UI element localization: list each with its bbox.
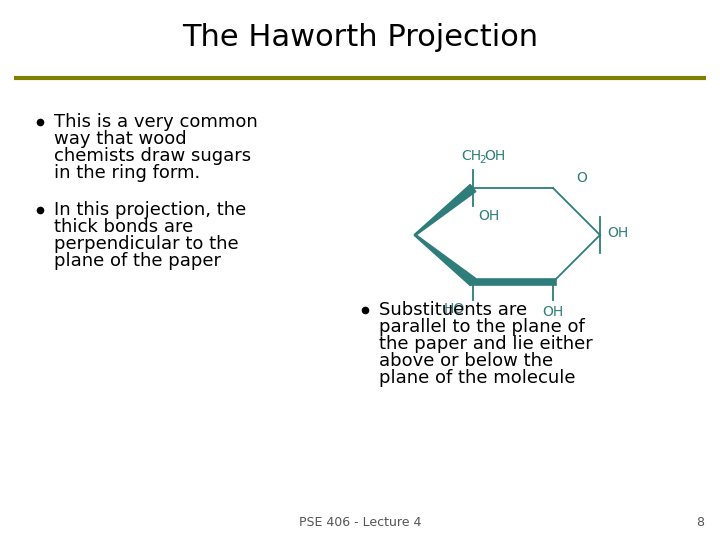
Text: chemists draw sugars: chemists draw sugars xyxy=(54,147,251,165)
Text: O: O xyxy=(576,171,587,185)
Text: the paper and lie either: the paper and lie either xyxy=(379,335,593,353)
Text: In this projection, the: In this projection, the xyxy=(54,201,246,219)
Text: perpendicular to the: perpendicular to the xyxy=(54,235,238,253)
Text: 8: 8 xyxy=(696,516,704,530)
Text: HO: HO xyxy=(444,302,465,316)
Text: way that wood: way that wood xyxy=(54,130,186,148)
Text: OH: OH xyxy=(478,209,499,223)
Text: CH: CH xyxy=(461,149,481,163)
Text: plane of the paper: plane of the paper xyxy=(54,252,221,270)
Text: OH: OH xyxy=(542,305,564,319)
Text: thick bonds are: thick bonds are xyxy=(54,218,193,236)
Text: 2: 2 xyxy=(479,155,485,165)
Text: OH: OH xyxy=(607,226,629,240)
Text: in the ring form.: in the ring form. xyxy=(54,164,200,182)
Text: plane of the molecule: plane of the molecule xyxy=(379,369,575,387)
Text: The Haworth Projection: The Haworth Projection xyxy=(182,24,538,52)
Text: PSE 406 - Lecture 4: PSE 406 - Lecture 4 xyxy=(299,516,421,530)
Polygon shape xyxy=(415,234,476,286)
Text: OH: OH xyxy=(484,149,505,163)
Polygon shape xyxy=(415,185,476,235)
Text: Substituents are: Substituents are xyxy=(379,301,527,319)
Text: This is a very common: This is a very common xyxy=(54,113,258,131)
Text: above or below the: above or below the xyxy=(379,352,553,370)
Text: parallel to the plane of: parallel to the plane of xyxy=(379,318,585,336)
